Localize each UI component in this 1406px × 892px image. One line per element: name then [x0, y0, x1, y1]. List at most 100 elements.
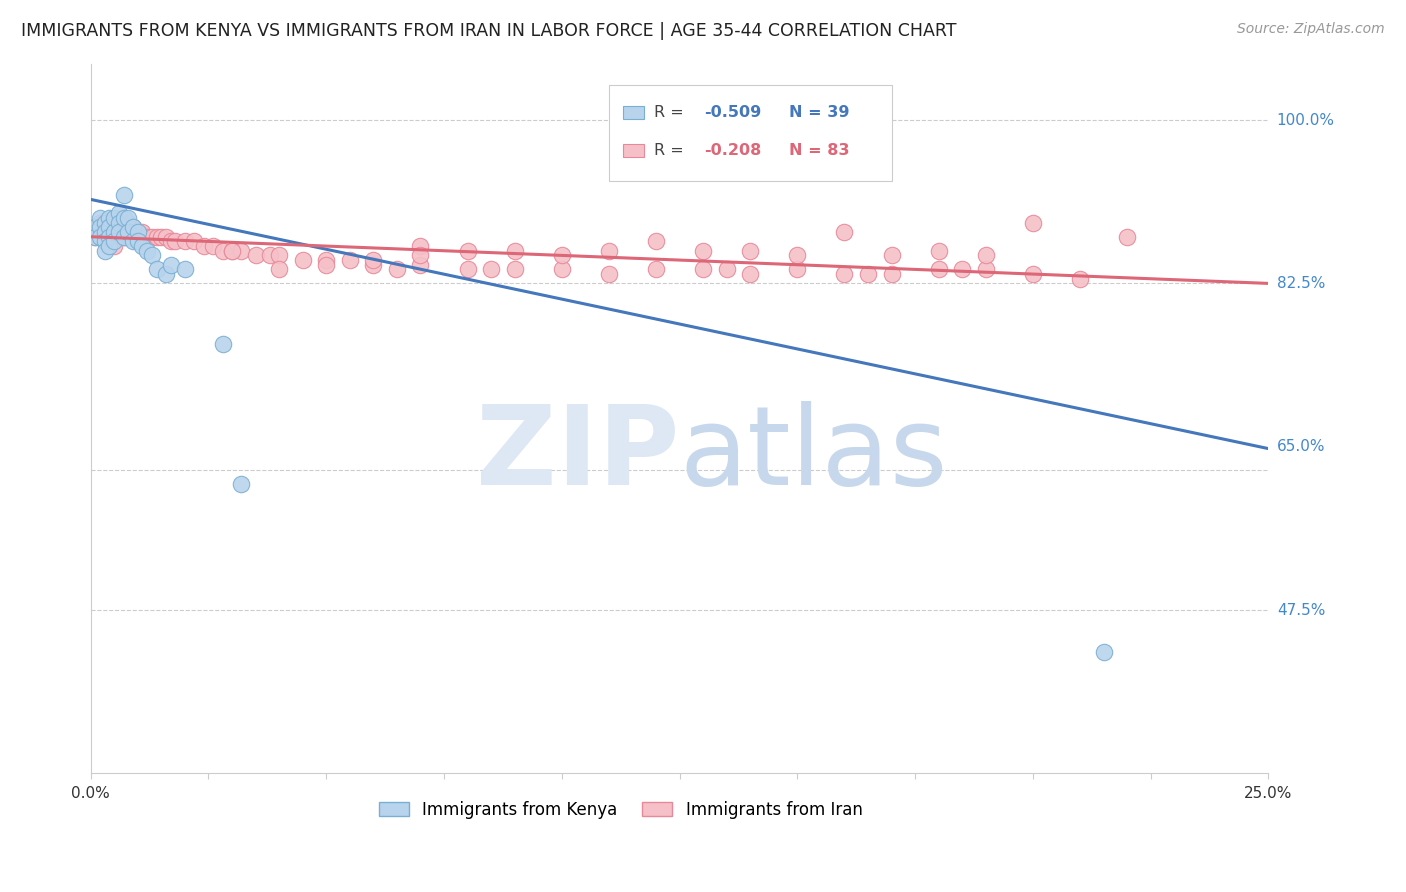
Point — [409, 258, 432, 272]
Point — [1116, 229, 1139, 244]
Point — [950, 262, 973, 277]
Point — [89, 211, 111, 225]
Point — [974, 248, 997, 262]
Point — [457, 262, 479, 277]
Point — [551, 262, 574, 277]
Point — [291, 253, 314, 268]
Text: IMMIGRANTS FROM KENYA VS IMMIGRANTS FROM IRAN IN LABOR FORCE | AGE 35-44 CORRELA: IMMIGRANTS FROM KENYA VS IMMIGRANTS FROM… — [21, 22, 956, 40]
Point — [231, 244, 253, 258]
Point — [108, 220, 131, 235]
Point — [112, 229, 135, 244]
Point — [108, 229, 131, 244]
Point — [94, 235, 117, 249]
Legend: Immigrants from Kenya, Immigrants from Iran: Immigrants from Kenya, Immigrants from I… — [373, 794, 869, 825]
Point — [740, 244, 762, 258]
Point — [645, 262, 668, 277]
Point — [267, 248, 290, 262]
Point — [409, 248, 432, 262]
Point — [1069, 271, 1091, 285]
Point — [259, 248, 281, 262]
Point — [122, 235, 145, 249]
Point — [89, 229, 111, 244]
Point — [740, 267, 762, 281]
FancyBboxPatch shape — [623, 106, 644, 119]
Text: 100.0%: 100.0% — [1277, 112, 1334, 128]
FancyBboxPatch shape — [609, 86, 891, 181]
Point — [145, 262, 167, 277]
Point — [645, 235, 668, 249]
FancyBboxPatch shape — [623, 145, 644, 157]
Point — [245, 248, 267, 262]
Text: 82.5%: 82.5% — [1277, 276, 1324, 291]
Point — [108, 225, 131, 239]
Text: R =: R = — [654, 104, 689, 120]
Point — [159, 235, 181, 249]
Point — [136, 244, 159, 258]
Point — [457, 244, 479, 258]
Point — [150, 229, 173, 244]
Point — [315, 253, 337, 268]
Point — [112, 229, 135, 244]
Point — [183, 235, 205, 249]
Point — [98, 220, 121, 235]
Point — [856, 267, 879, 281]
Text: N = 39: N = 39 — [789, 104, 849, 120]
Point — [122, 229, 145, 244]
Point — [231, 477, 253, 491]
Point — [117, 225, 139, 239]
Point — [98, 229, 121, 244]
Point — [131, 239, 153, 253]
Point — [598, 267, 620, 281]
Point — [108, 216, 131, 230]
Point — [503, 244, 526, 258]
Point — [786, 248, 808, 262]
Point — [173, 235, 195, 249]
Point — [84, 220, 107, 235]
Point — [786, 262, 808, 277]
Point — [503, 262, 526, 277]
Point — [551, 248, 574, 262]
Text: ZIP: ZIP — [477, 401, 679, 508]
Text: 47.5%: 47.5% — [1277, 603, 1324, 617]
Point — [173, 262, 195, 277]
Point — [141, 229, 163, 244]
Point — [339, 253, 361, 268]
Point — [127, 225, 149, 239]
Text: 65.0%: 65.0% — [1277, 439, 1326, 454]
Point — [94, 216, 117, 230]
Point — [928, 244, 950, 258]
Point — [1092, 645, 1115, 659]
Point — [94, 225, 117, 239]
Point — [89, 229, 111, 244]
Point — [98, 211, 121, 225]
Point — [409, 239, 432, 253]
Point — [103, 239, 125, 253]
Point — [112, 211, 135, 225]
Point — [117, 216, 139, 230]
Point — [267, 262, 290, 277]
Point — [145, 229, 167, 244]
Point — [103, 229, 125, 244]
Point — [834, 225, 856, 239]
Point — [141, 248, 163, 262]
Point — [1022, 216, 1045, 230]
Point — [361, 258, 384, 272]
Point — [89, 220, 111, 235]
Text: -0.208: -0.208 — [704, 143, 762, 158]
Point — [155, 267, 177, 281]
Point — [98, 220, 121, 235]
Point — [159, 258, 181, 272]
Point — [880, 267, 903, 281]
Text: atlas: atlas — [679, 401, 948, 508]
Point — [94, 216, 117, 230]
Point — [112, 187, 135, 202]
Point — [361, 253, 384, 268]
Point — [108, 206, 131, 220]
Point — [131, 225, 153, 239]
Point — [112, 220, 135, 235]
Point — [834, 267, 856, 281]
Point — [598, 244, 620, 258]
Point — [89, 216, 111, 230]
Point — [84, 229, 107, 244]
Point — [211, 244, 233, 258]
